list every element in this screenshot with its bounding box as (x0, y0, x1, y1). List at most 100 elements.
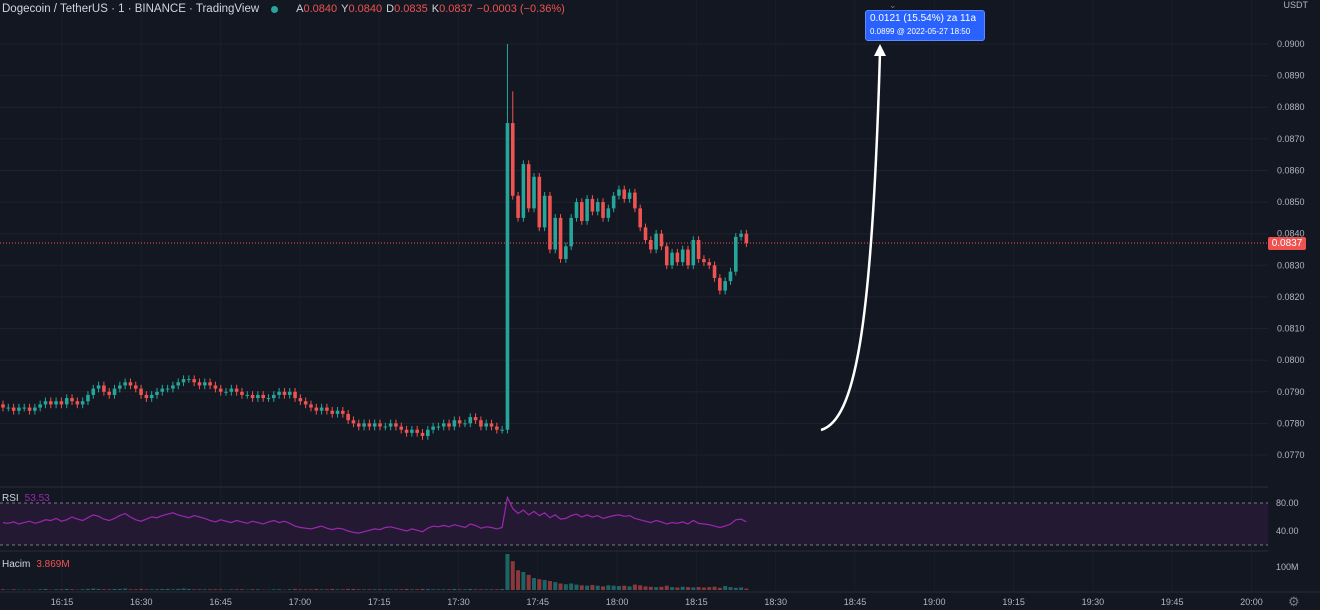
volume-bar (240, 589, 244, 590)
candle-body (399, 427, 403, 430)
volume-bar (314, 589, 318, 590)
candle-body (591, 199, 595, 212)
settings-gear-icon[interactable]: ⚙ (1288, 594, 1300, 610)
volume-bar (309, 589, 313, 590)
time-tick-label: 19:15 (1002, 597, 1025, 607)
candle-body (267, 398, 271, 399)
candle-body (548, 196, 552, 250)
price-tick-label: 0.0870 (1277, 134, 1305, 144)
candle-body (553, 218, 557, 250)
time-tick-label: 17:00 (289, 597, 312, 607)
volume-bar (118, 589, 122, 590)
volume-bar (330, 589, 334, 590)
volume-bar (128, 589, 132, 590)
rsi-level-40: 40.00 (1276, 526, 1299, 536)
candle-body (607, 208, 611, 217)
price-tick-label: 0.0790 (1277, 387, 1305, 397)
volume-bar (415, 589, 419, 590)
candle-body (453, 420, 457, 426)
volume-bar (548, 581, 552, 590)
volume-bar (357, 589, 361, 590)
candle-body (479, 420, 483, 426)
symbol-legend: Dogecoin / TetherUS · 1 · BINANCE · Trad… (2, 2, 565, 16)
candle-body (389, 423, 393, 426)
candle-body (134, 385, 138, 388)
candle-body (129, 382, 133, 385)
volume-bar (569, 584, 573, 590)
candle-body (580, 202, 584, 221)
candle-body (373, 423, 377, 426)
candle-body (538, 177, 542, 228)
candle-body (219, 389, 223, 392)
volume-bar (468, 589, 472, 590)
volume-bar (697, 587, 701, 590)
volume-bar (139, 589, 143, 590)
price-axis-unit[interactable]: USDT (1284, 0, 1309, 10)
volume-bar (102, 589, 106, 590)
volume-bar (723, 586, 727, 590)
volume-bar (527, 575, 531, 590)
volume-bar (144, 589, 148, 590)
volume-bar (436, 589, 440, 590)
symbol-title[interactable]: Dogecoin / TetherUS · 1 · BINANCE · Trad… (2, 3, 259, 15)
candle-body (102, 385, 106, 391)
candle-body (723, 281, 727, 290)
volume-bar (134, 589, 138, 590)
candle-body (644, 227, 648, 240)
candle-body (468, 417, 472, 423)
volume-bar (606, 585, 610, 590)
candle-body (559, 218, 563, 259)
volume-bar (383, 589, 387, 590)
candle-body (352, 420, 356, 423)
candle-body (575, 202, 579, 218)
candle-body (203, 382, 207, 385)
candle-body (113, 389, 117, 395)
rsi-level-80: 80.00 (1276, 498, 1299, 508)
candle-body (208, 382, 212, 385)
price-tick-label: 0.0890 (1277, 71, 1305, 81)
candle-body (341, 411, 345, 414)
candle-body (633, 193, 637, 209)
candle-body (325, 408, 329, 411)
volume-bar (176, 589, 180, 590)
candle-body (28, 408, 32, 411)
candle-body (65, 398, 69, 404)
volume-bar (235, 589, 239, 590)
volume-bar (559, 584, 563, 590)
volume-bar (362, 589, 366, 590)
volume-bar (686, 587, 690, 590)
candle-body (330, 411, 334, 414)
candle-body (474, 417, 478, 420)
candle-body (272, 395, 276, 398)
volume-bar (521, 572, 525, 590)
volume-bar (420, 589, 424, 590)
candle-body (97, 385, 101, 388)
volume-bar (171, 589, 175, 590)
candle-body (718, 278, 722, 291)
volume-bar (192, 589, 196, 590)
volume-bar (426, 589, 430, 590)
volume-bar (659, 587, 663, 590)
volume-legend[interactable]: Hacim 3.869M (2, 559, 70, 570)
rsi-legend[interactable]: RSI 53.53 (2, 493, 50, 504)
candle-body (638, 208, 642, 227)
candle-body (368, 423, 372, 426)
time-tick-label: 20:00 (1240, 597, 1263, 607)
volume-bar (718, 588, 722, 590)
measure-tooltip-target: 0.0899 @ 2022-05-27 18:50 (866, 26, 984, 37)
candle-body (431, 427, 435, 430)
volume-bar (86, 589, 90, 590)
rsi-band (0, 503, 1268, 545)
volume-bar (596, 586, 600, 590)
candle-body (320, 408, 324, 411)
candle-body (707, 262, 711, 265)
candle-body (1, 404, 5, 407)
candle-body (44, 401, 48, 404)
volume-bar (638, 585, 642, 590)
candle-body (729, 272, 733, 281)
candle-body (139, 389, 143, 395)
volume-bars (1, 554, 748, 590)
candle-body (346, 414, 350, 420)
